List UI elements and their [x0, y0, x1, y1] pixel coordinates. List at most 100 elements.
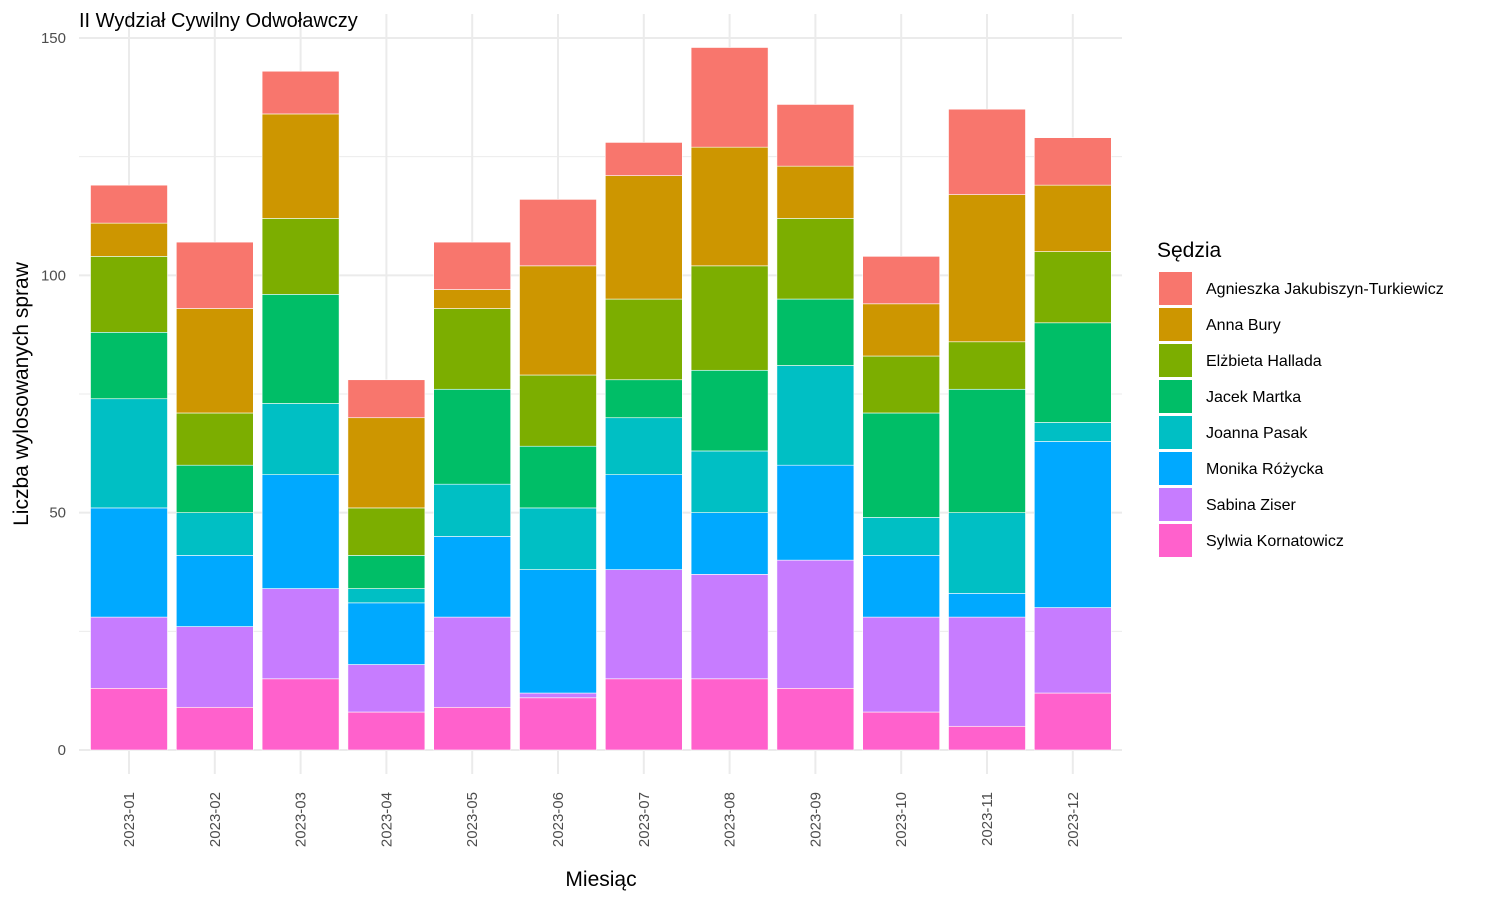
- bar-segment: [862, 555, 941, 618]
- bar-segment: [433, 616, 512, 708]
- bar-segment: [261, 218, 340, 295]
- bar-segment: [347, 555, 426, 589]
- bar-segment: [347, 711, 426, 751]
- bar-segment: [176, 412, 254, 466]
- bar-segment: [347, 588, 426, 604]
- bar-segment: [776, 104, 855, 167]
- bar-segment: [347, 602, 426, 665]
- x-tick-label: 2023-02: [207, 792, 224, 847]
- bar-segment: [862, 256, 941, 305]
- bar-segment: [90, 256, 168, 333]
- chart-title: II Wydział Cywilny Odwoławczy: [79, 10, 358, 32]
- x-tick-label: 2023-10: [893, 792, 910, 847]
- x-tick-label: 2023-05: [464, 792, 481, 847]
- bars: [90, 47, 1112, 751]
- bar-segment: [347, 379, 426, 419]
- bar-segment: [433, 536, 512, 618]
- bar-segment: [604, 379, 683, 419]
- bar-segment: [604, 142, 683, 176]
- y-axis-title: Liczba wylosowanych spraw: [10, 261, 33, 526]
- y-tick-label: 150: [41, 30, 66, 47]
- bar-segment: [862, 303, 941, 357]
- bar-segment: [519, 569, 597, 694]
- bar-segment: [90, 222, 168, 257]
- y-tick-label: 50: [49, 505, 66, 522]
- bar-segment: [776, 559, 855, 689]
- y-tick-label: 0: [58, 742, 66, 759]
- x-tick-label: 2023-04: [378, 792, 395, 847]
- bar-segment: [604, 175, 683, 300]
- bar-segment: [690, 450, 769, 513]
- bar-segment: [1034, 692, 1112, 751]
- bar-segment: [1034, 184, 1112, 252]
- bar-segment: [948, 593, 1026, 618]
- x-tick-label: 2023-08: [722, 792, 739, 847]
- bar-segment: [776, 165, 855, 219]
- legend-swatch: [1159, 524, 1192, 557]
- bar-segment: [176, 706, 254, 751]
- bar-segment: [433, 308, 512, 390]
- bar-segment: [176, 512, 254, 556]
- bar-segment: [1034, 322, 1112, 423]
- bar-segment: [176, 308, 254, 414]
- x-tick-label: 2023-03: [293, 792, 310, 847]
- bar-segment: [347, 507, 426, 556]
- bar-segment: [90, 507, 168, 618]
- bar-segment: [690, 678, 769, 751]
- bar-segment: [433, 706, 512, 751]
- bar-segment: [862, 517, 941, 556]
- y-tick-label: 100: [41, 267, 66, 284]
- legend-label: Jacek Martka: [1206, 389, 1301, 406]
- x-tick-label: 2023-01: [121, 792, 138, 847]
- bar-segment: [176, 464, 254, 513]
- bar-segment: [261, 113, 340, 219]
- legend-label: Sylwia Kornatowicz: [1206, 533, 1344, 550]
- bar-segment: [176, 626, 254, 708]
- bar-segment: [1034, 137, 1112, 186]
- x-tick-labels: 2023-01 2023-02 2023-03 2023-04 2023-05 2023-…: [121, 792, 1082, 847]
- legend-label: Anna Bury: [1206, 317, 1281, 334]
- legend-swatch: [1159, 380, 1192, 413]
- legend-swatch: [1159, 344, 1192, 377]
- bar-segment: [176, 555, 254, 627]
- x-tick-label: 2023-11: [979, 792, 996, 846]
- bar-segment: [1034, 441, 1112, 608]
- x-tick-label: 2023-07: [636, 792, 653, 847]
- bar-segment: [261, 588, 340, 680]
- bar-segment: [604, 417, 683, 475]
- bar-segment: [690, 512, 769, 575]
- bar-segment: [433, 241, 512, 290]
- x-tick-label: 2023-09: [807, 792, 824, 847]
- bar-segment: [433, 289, 512, 309]
- bar-segment: [776, 687, 855, 751]
- bar-segment: [90, 616, 168, 689]
- y-tick-labels: 0 50 100 150: [41, 30, 66, 759]
- legend-label: Agnieszka Jakubiszyn-Turkiewicz: [1206, 281, 1444, 298]
- bar-segment: [90, 184, 168, 224]
- bar-segment: [519, 445, 597, 509]
- legend-label: Elżbieta Hallada: [1206, 353, 1322, 370]
- legend-label: Sabina Ziser: [1206, 497, 1296, 514]
- legend: Sędzia Agnieszka Jakubiszyn-Turkiewicz An…: [1157, 239, 1444, 557]
- bar-segment: [862, 355, 941, 414]
- bar-segment: [948, 388, 1026, 513]
- bar-segment: [690, 47, 769, 148]
- bar-segment: [261, 294, 340, 404]
- bar-segment: [690, 265, 769, 371]
- bar-segment: [176, 241, 254, 309]
- bar-segment: [776, 365, 855, 466]
- bar-segment: [604, 474, 683, 570]
- bar-segment: [1034, 607, 1112, 694]
- bar-segment: [1034, 422, 1112, 442]
- bar-segment: [519, 199, 597, 267]
- legend-swatch: [1159, 272, 1192, 305]
- bar-segment: [519, 265, 597, 376]
- bar-segment: [433, 483, 512, 537]
- bar-segment: [261, 70, 340, 115]
- bar-segment: [519, 374, 597, 447]
- bar-segment: [948, 108, 1026, 195]
- bar-segment: [776, 218, 855, 300]
- bar-segment: [519, 507, 597, 570]
- x-tick-label: 2023-06: [550, 792, 567, 847]
